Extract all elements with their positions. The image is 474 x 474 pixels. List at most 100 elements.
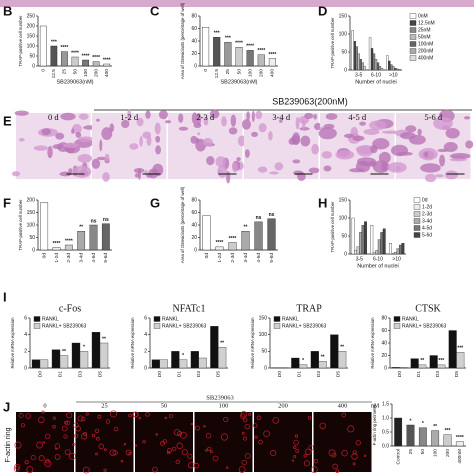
actin-ring	[14, 441, 22, 449]
bar	[355, 46, 358, 71]
x-tick-label: D1	[297, 371, 303, 377]
bar	[394, 252, 397, 255]
significance-label: ****	[92, 55, 100, 61]
micrograph-cell	[292, 159, 301, 164]
micrograph-cell	[308, 167, 320, 174]
bar	[318, 361, 327, 369]
actin-ring	[26, 466, 34, 474]
chart-title: c-Fos	[59, 303, 81, 314]
actin-ring	[77, 415, 84, 422]
significance-label: **	[62, 349, 66, 355]
actin-ring	[155, 433, 158, 436]
panel-letter: J	[3, 399, 10, 414]
legend-swatch	[413, 218, 421, 224]
actin-ring	[80, 433, 88, 440]
bar	[372, 53, 376, 71]
actin-ring	[195, 425, 200, 431]
significance-label: **	[102, 336, 106, 342]
actin-ring	[305, 448, 312, 455]
bar	[392, 66, 395, 71]
legend-swatch	[409, 13, 417, 19]
micrograph-cell	[313, 113, 317, 120]
x-tick-label: 200	[93, 69, 99, 77]
actin-ring	[252, 423, 258, 428]
actin-ring	[42, 441, 45, 444]
bar	[372, 252, 376, 255]
x-tick-label: D5	[336, 371, 342, 377]
bar	[213, 37, 221, 67]
bar	[382, 228, 386, 255]
bar	[254, 221, 263, 251]
panel-letter: C	[150, 3, 160, 18]
actin-ring	[270, 449, 277, 457]
actin-ring	[128, 451, 132, 456]
micrograph-cell	[178, 126, 189, 131]
x-tick-label: 200	[259, 69, 265, 77]
micrograph-cell	[241, 119, 251, 130]
y-axis-label: TRAP-positive cell number	[18, 15, 23, 66]
micrograph-cell	[196, 112, 202, 126]
significance-label: ***	[445, 428, 451, 434]
micrograph-cell	[246, 111, 250, 121]
actin-ring	[291, 459, 295, 462]
actin-ring	[220, 433, 229, 441]
x-tick-label: 400	[104, 69, 110, 77]
actin-ring	[241, 431, 245, 435]
x-tick-label: D1	[177, 371, 183, 377]
legend-swatch	[273, 316, 281, 322]
bar	[378, 66, 382, 71]
bar	[40, 202, 49, 251]
micrograph-cell	[133, 168, 145, 174]
bar	[228, 242, 237, 251]
legend-swatch	[33, 323, 41, 329]
image-label: 400	[338, 402, 348, 409]
bar	[39, 359, 49, 369]
image-group-title: SB239063(200nM)	[272, 96, 348, 106]
x-tick-label: D3	[196, 371, 202, 377]
significance-label: ****	[53, 241, 61, 247]
actin-ring	[187, 453, 193, 459]
micrograph-cell	[191, 112, 198, 125]
x-tick-label: D0	[37, 371, 43, 377]
x-tick-label: D1	[57, 371, 63, 377]
y-tick-label: 50	[29, 53, 35, 59]
actin-ring	[24, 460, 29, 465]
actin-ring	[203, 424, 206, 428]
bar	[380, 232, 384, 255]
micrograph-cell	[300, 135, 311, 147]
legend-label: 100nM	[418, 41, 433, 47]
micrograph-cell	[232, 162, 238, 173]
significance-label: ****	[229, 236, 237, 242]
legend-swatch	[409, 34, 417, 40]
legend-label: RANKL	[282, 316, 299, 322]
x-tick-label: D3	[77, 371, 83, 377]
y-tick-label: 0	[24, 365, 27, 371]
bar	[388, 60, 391, 71]
actin-ring	[52, 424, 56, 429]
x-tick-label: D0	[157, 371, 163, 377]
significance-label: *	[302, 358, 304, 364]
x-tick-label: 3-5	[355, 72, 362, 78]
actin-ring	[94, 428, 100, 434]
micrograph-cell	[433, 116, 453, 130]
y-axis-label: Area of Osteoclasts (percentage of well)	[180, 186, 185, 263]
bar	[291, 357, 300, 369]
bar	[210, 326, 219, 369]
x-tick-label: >10	[392, 256, 401, 262]
bar	[359, 59, 362, 71]
micrograph-cell	[295, 116, 300, 130]
bar	[401, 243, 405, 255]
micrograph-cell	[203, 116, 209, 126]
actin-ring	[134, 444, 138, 447]
y-tick-label: 40	[191, 222, 197, 228]
micrograph-cell	[78, 136, 94, 142]
bar	[363, 66, 366, 71]
bar	[215, 246, 224, 251]
actin-ring	[54, 443, 61, 449]
significance-label: **	[420, 358, 424, 364]
y-tick-label: 80	[191, 13, 197, 19]
actin-ring	[171, 446, 177, 452]
significance-label: ns	[91, 218, 97, 224]
actin-ring	[66, 412, 73, 419]
image-label: 4-5 d	[348, 112, 366, 122]
